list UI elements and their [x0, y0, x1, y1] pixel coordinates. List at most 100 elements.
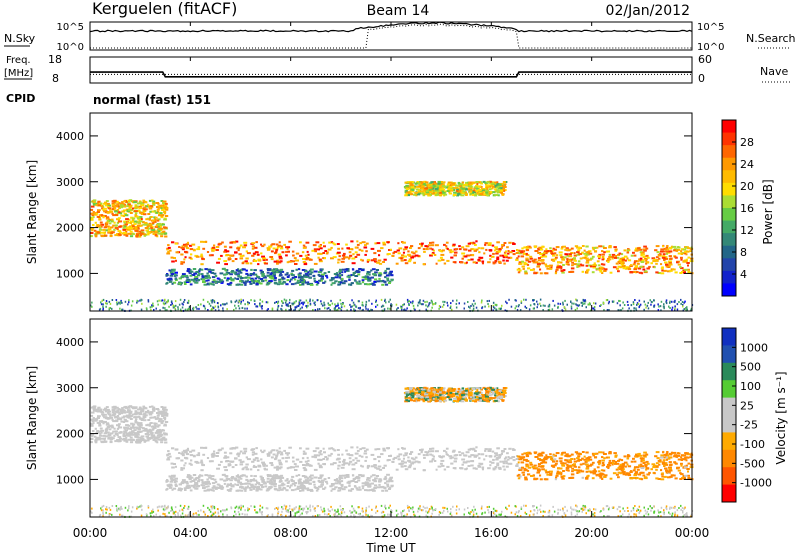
power-cell	[144, 221, 148, 224]
power-cell	[166, 278, 170, 281]
power-cell	[418, 185, 422, 188]
power-cell	[184, 274, 189, 277]
power-cell	[376, 280, 380, 283]
power-cell	[668, 250, 672, 253]
velocity-cell	[496, 389, 500, 392]
power-cell	[231, 270, 235, 272]
power-cell	[479, 185, 483, 188]
power-cell	[103, 215, 107, 217]
power-cell	[170, 273, 175, 275]
power-cell	[676, 308, 679, 311]
velocity-cell	[313, 454, 318, 457]
velocity-cell	[312, 450, 317, 453]
velocity-cell	[430, 387, 434, 390]
power-cell	[164, 202, 168, 205]
power-cell	[556, 266, 561, 269]
power-cell	[540, 304, 542, 307]
velocity-cell	[185, 453, 190, 456]
power-cell	[320, 277, 324, 280]
power-cell	[167, 300, 169, 303]
power-cell	[259, 282, 263, 285]
power-cell	[683, 301, 685, 304]
power-cell	[445, 245, 448, 248]
power-cell	[602, 245, 605, 248]
power-cell	[598, 257, 601, 260]
velocity-cell	[409, 387, 413, 389]
power-cell	[601, 272, 604, 274]
velocity-cell	[420, 393, 424, 396]
power-cell	[431, 300, 433, 303]
power-cell	[192, 280, 196, 283]
power-cell	[373, 252, 377, 255]
power-cell	[643, 249, 647, 252]
power-cell	[187, 301, 190, 304]
velocity-cell	[268, 451, 273, 454]
power-cell	[184, 250, 188, 253]
velocity-cell	[226, 460, 230, 462]
power-cell	[157, 303, 159, 306]
power-cell	[317, 256, 320, 259]
power-cell	[223, 250, 228, 253]
velocity-cell	[127, 409, 131, 412]
velocity-cell	[242, 452, 246, 455]
nsearch-label: N.Search	[746, 32, 796, 45]
velocity-cell	[494, 452, 498, 455]
power-cell	[310, 271, 314, 274]
velocity-cell	[475, 390, 479, 393]
velocity-cell	[153, 416, 157, 419]
power-cell	[588, 258, 592, 261]
power-cell	[474, 192, 477, 195]
power-cell	[107, 225, 110, 228]
power-cell	[395, 262, 399, 265]
power-cell	[366, 260, 369, 263]
power-cell	[362, 308, 364, 311]
power-cell	[173, 275, 177, 277]
power-cell	[466, 254, 471, 257]
power-cell	[489, 249, 493, 252]
power-cell	[526, 263, 530, 266]
velocity-cell	[274, 457, 278, 460]
power-cell	[622, 256, 626, 259]
power-cell	[104, 234, 108, 237]
power-cell	[113, 201, 117, 204]
velocity-cell	[211, 482, 216, 485]
power-cell	[655, 262, 658, 265]
power-cell	[232, 241, 237, 244]
velocity-cell	[345, 475, 350, 478]
power-cell	[500, 246, 503, 249]
power-cell	[173, 281, 177, 284]
power-cell	[250, 299, 252, 302]
power-cell	[533, 271, 536, 274]
power-cell	[290, 283, 295, 286]
power-cell	[127, 232, 132, 235]
power-cell	[134, 213, 137, 216]
power-cell	[632, 271, 637, 273]
velocity-cell	[498, 467, 502, 470]
velocity-cell	[127, 438, 132, 441]
power-cell	[125, 228, 128, 230]
velocity-cell	[126, 416, 130, 419]
power-cell	[491, 187, 494, 190]
power-cell	[351, 257, 356, 260]
power-cell	[96, 202, 100, 205]
velocity-cell	[211, 455, 215, 458]
velocity-cell	[425, 390, 429, 393]
velocity-cell	[327, 454, 332, 457]
power-cell	[160, 207, 163, 210]
power-cell	[137, 226, 140, 229]
power-cell	[387, 307, 389, 310]
power-cell	[389, 307, 391, 310]
power-cell	[308, 276, 312, 279]
power-cell	[384, 276, 387, 279]
power-cell	[288, 301, 291, 304]
velocity-cell	[431, 458, 435, 461]
power-cell	[253, 246, 258, 249]
velocity-cell	[414, 397, 418, 400]
velocity-cell	[492, 468, 496, 471]
power-cell	[374, 278, 378, 281]
power-cell	[107, 230, 112, 233]
power-cell	[388, 282, 391, 284]
power-cell	[555, 270, 558, 273]
power-cell	[148, 223, 153, 226]
power-cell	[219, 272, 224, 275]
